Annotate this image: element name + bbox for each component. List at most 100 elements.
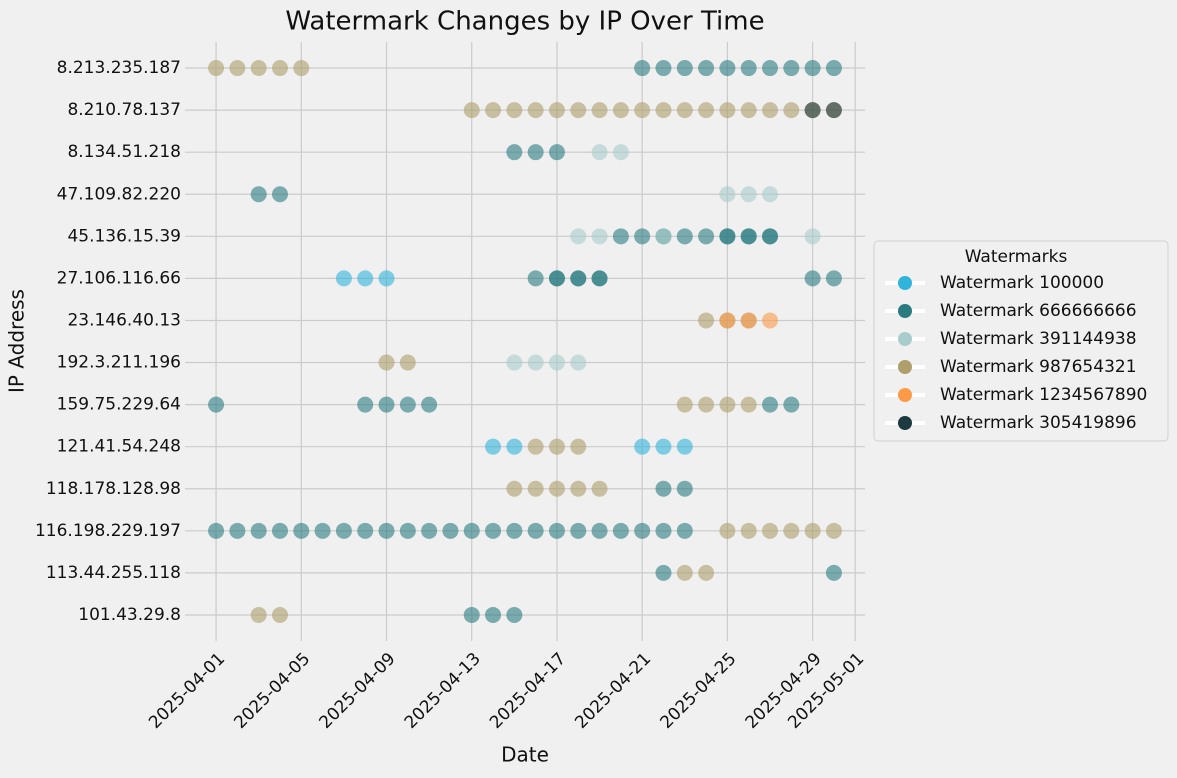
point	[634, 228, 651, 245]
point	[825, 522, 842, 539]
point	[335, 522, 352, 539]
point	[485, 522, 502, 539]
point	[527, 480, 544, 497]
x-tick-label: 2025-04-09	[316, 649, 400, 733]
point	[698, 312, 715, 329]
y-tick-label: 45.136.15.39	[67, 226, 181, 246]
legend-marker	[898, 416, 912, 430]
point	[676, 522, 693, 539]
point	[548, 270, 565, 287]
point	[506, 522, 523, 539]
legend: Watermark 100000 Watermark 666666666 Water…	[885, 273, 1147, 433]
x-tick-label: 2025-04-21	[571, 649, 655, 733]
point	[740, 186, 757, 203]
point	[570, 480, 587, 497]
point	[208, 396, 225, 413]
point	[804, 60, 821, 77]
legend-label: Watermark 666666666	[940, 301, 1137, 321]
point	[506, 144, 523, 161]
point	[271, 522, 288, 539]
point	[463, 102, 480, 119]
y-tick-label: 27.106.116.66	[57, 268, 181, 288]
x-tick-label: 2025-04-25	[656, 649, 740, 733]
point	[762, 102, 779, 119]
point	[719, 186, 736, 203]
point	[229, 60, 246, 77]
point	[250, 522, 267, 539]
point	[570, 438, 587, 455]
point	[612, 102, 629, 119]
point	[698, 102, 715, 119]
y-tick-label: 113.44.255.118	[46, 563, 181, 583]
y-tick-label: 159.75.229.64	[57, 395, 181, 415]
point	[527, 102, 544, 119]
point	[378, 270, 395, 287]
point	[612, 144, 629, 161]
point	[740, 60, 757, 77]
point	[612, 228, 629, 245]
y-tick-label: 116.198.229.197	[35, 521, 181, 541]
point	[335, 270, 352, 287]
point	[548, 438, 565, 455]
x-tick-label: 2025-04-17	[486, 649, 570, 733]
point	[719, 312, 736, 329]
point	[208, 522, 225, 539]
x-tick-label: 2025-04-05	[230, 649, 314, 733]
point	[825, 564, 842, 581]
point	[463, 606, 480, 623]
point	[506, 102, 523, 119]
point	[762, 522, 779, 539]
point	[527, 144, 544, 161]
point	[676, 102, 693, 119]
point	[314, 522, 331, 539]
y-axis-label: IP Address	[5, 289, 29, 393]
point	[783, 102, 800, 119]
point	[676, 564, 693, 581]
point	[762, 228, 779, 245]
point	[293, 522, 310, 539]
point	[570, 522, 587, 539]
point	[804, 270, 821, 287]
legend-label: Watermark 391144938	[940, 329, 1137, 349]
point	[527, 354, 544, 371]
point	[655, 480, 672, 497]
point	[271, 60, 288, 77]
point	[548, 522, 565, 539]
y-tick-label: 8.210.78.137	[67, 100, 181, 120]
point	[293, 60, 310, 77]
chart-title: Watermark Changes by IP Over Time	[285, 7, 764, 37]
point	[548, 102, 565, 119]
point	[825, 102, 842, 119]
point	[762, 312, 779, 329]
point	[506, 480, 523, 497]
point	[719, 102, 736, 119]
point	[655, 438, 672, 455]
legend-label: Watermark 987654321	[940, 357, 1137, 377]
point	[591, 144, 608, 161]
legend-marker	[898, 360, 912, 374]
point	[825, 60, 842, 77]
point	[591, 270, 608, 287]
point	[271, 186, 288, 203]
legend-label: Watermark 305419896	[940, 413, 1137, 433]
point	[357, 396, 374, 413]
point	[548, 354, 565, 371]
point	[676, 438, 693, 455]
point	[804, 522, 821, 539]
point	[378, 396, 395, 413]
point	[485, 438, 502, 455]
point	[250, 60, 267, 77]
point	[698, 60, 715, 77]
point	[357, 522, 374, 539]
y-tick-label: 101.43.29.8	[78, 605, 181, 625]
y-tick-label: 118.178.128.98	[46, 479, 181, 499]
point	[740, 312, 757, 329]
point	[399, 354, 416, 371]
point	[762, 396, 779, 413]
legend-title: Watermarks	[965, 247, 1068, 267]
point	[399, 396, 416, 413]
point	[634, 60, 651, 77]
point	[421, 396, 438, 413]
point	[591, 228, 608, 245]
